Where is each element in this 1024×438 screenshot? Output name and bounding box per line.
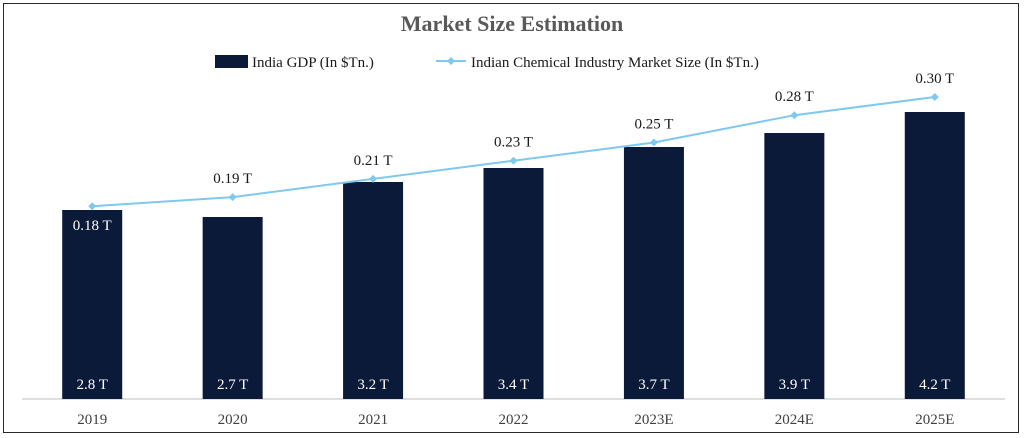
bar-label-2025E: 4.2 T xyxy=(919,377,950,393)
legend-swatch-gdp xyxy=(215,55,248,68)
bar-2025E xyxy=(904,112,965,399)
legend-label-chemical: Indian Chemical Industry Market Size (In… xyxy=(471,55,759,71)
legend: India GDP (In $Tn.) Indian Chemical Indu… xyxy=(215,55,759,71)
x-tick-labels: 2019 2020 2021 2022 2023E 2024E 2025E xyxy=(77,412,954,428)
bar-label-2022: 3.4 T xyxy=(498,377,529,393)
x-tick-2025E: 2025E xyxy=(915,412,954,428)
bar-2019 xyxy=(62,210,123,399)
x-tick-2020: 2020 xyxy=(218,412,248,428)
bar-label-2021: 3.2 T xyxy=(357,377,388,393)
line-point-2020 xyxy=(228,193,237,202)
line-label-2024E: 0.28 T xyxy=(775,89,814,105)
line-value-labels: 0.18 T 0.19 T 0.21 T 0.23 T 0.25 T 0.28 T 0.30… xyxy=(73,71,954,234)
line-label-2022: 0.23 T xyxy=(494,135,533,151)
bar-2021 xyxy=(343,182,404,399)
line-label-2023E: 0.25 T xyxy=(634,117,673,133)
bar-2020 xyxy=(202,217,263,399)
line-point-2022 xyxy=(509,156,518,165)
x-tick-2023E: 2023E xyxy=(634,412,673,428)
legend-label-gdp: India GDP (In $Tn.) xyxy=(252,55,374,71)
x-tick-2021: 2021 xyxy=(358,412,388,428)
line-point-2023E xyxy=(649,138,658,147)
bar-label-2024E: 3.9 T xyxy=(779,377,810,393)
x-tick-2024E: 2024E xyxy=(775,412,814,428)
line-point-2024E xyxy=(790,111,799,120)
line-label-2020: 0.19 T xyxy=(213,171,252,187)
chart-title: Market Size Estimation xyxy=(401,11,623,36)
x-tick-2022: 2022 xyxy=(499,412,529,428)
bar-series xyxy=(62,112,965,399)
bar-label-2023E: 3.7 T xyxy=(638,377,669,393)
bar-label-2020: 2.7 T xyxy=(217,377,248,393)
line-point-2025E xyxy=(930,93,939,101)
bar-value-labels: 2.8 T 2.7 T 3.2 T 3.4 T 3.7 T 3.9 T 4.2 T xyxy=(77,377,951,393)
line-label-2025E: 0.30 T xyxy=(915,71,954,87)
bar-2022 xyxy=(483,168,544,399)
line-label-2019: 0.18 T xyxy=(73,218,112,234)
legend-marker-chemical xyxy=(447,57,455,65)
line-point-2019 xyxy=(88,202,97,211)
line-label-2021: 0.21 T xyxy=(354,153,393,169)
line-markers xyxy=(88,93,939,211)
x-tick-2019: 2019 xyxy=(77,412,107,428)
line-point-2021 xyxy=(369,174,378,183)
bar-2023E xyxy=(623,147,684,399)
bar-label-2019: 2.8 T xyxy=(77,377,108,393)
bar-2024E xyxy=(764,133,825,399)
